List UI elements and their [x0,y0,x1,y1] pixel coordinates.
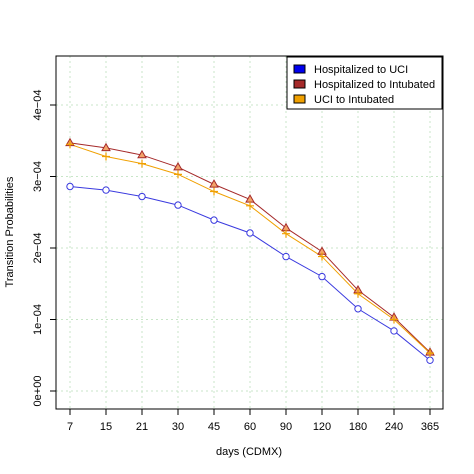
legend-label: Hospitalized to Intubated [314,79,435,91]
data-point [66,182,74,191]
series-markers [65,137,435,364]
legend-swatch [293,79,306,89]
data-point [426,349,434,358]
x-tick-label: 240 [385,421,403,433]
data-point [102,152,110,161]
y-tick-label: 4e−04 [32,90,44,121]
x-tick-label: 7 [67,421,73,433]
data-point [281,222,291,232]
data-point [246,201,254,210]
legend-swatch [293,64,306,74]
data-point [138,192,146,201]
x-tick-label: 365 [421,421,439,433]
data-point [209,179,219,188]
x-tick-label: 15 [100,421,112,433]
legend-label: UCI to Intubated [314,94,394,106]
x-tick-label: 90 [280,421,292,433]
y-tick-label: 1e−04 [32,304,44,335]
legend-label: Hospitalized to UCI [314,64,408,76]
data-point [318,252,326,261]
legend: Hospitalized to UCI Hospitalized to Intub… [286,56,443,110]
y-axis-title: Transition Probabilities [4,176,16,287]
data-point [101,142,111,152]
data-point [282,252,290,261]
data-point [66,140,74,149]
data-point [390,327,398,335]
x-tick-label: 45 [208,421,220,433]
data-point [210,187,218,196]
y-tick-label: 0e+00 [32,376,44,407]
y-tick-label: 2e−04 [32,233,44,264]
data-point [390,315,398,324]
data-point [318,272,326,281]
data-point [174,201,182,209]
x-axis: 7 15 21 30 45 60 90 120 180 240 365 [67,409,439,433]
x-tick-label: 21 [136,421,148,433]
data-point [282,229,290,238]
data-point [426,356,434,364]
y-tick-label: 3e−04 [32,161,44,192]
x-tick-label: 60 [244,421,256,433]
x-tick-label: 120 [313,421,331,433]
data-point [354,289,362,298]
x-tick-label: 30 [172,421,184,433]
data-point [210,216,218,224]
data-point [137,149,147,159]
y-axis: 0e+00 1e−04 2e−04 3e−04 4e−04 [32,90,56,407]
x-axis-title: days (CDMX) [216,446,282,458]
data-point [173,162,183,171]
data-point [246,229,254,237]
data-point [102,186,110,194]
legend-box [286,56,443,110]
data-point [138,159,146,168]
data-point [354,305,362,313]
data-point [174,170,182,179]
legend-swatch [293,94,306,104]
x-tick-label: 180 [349,421,367,433]
